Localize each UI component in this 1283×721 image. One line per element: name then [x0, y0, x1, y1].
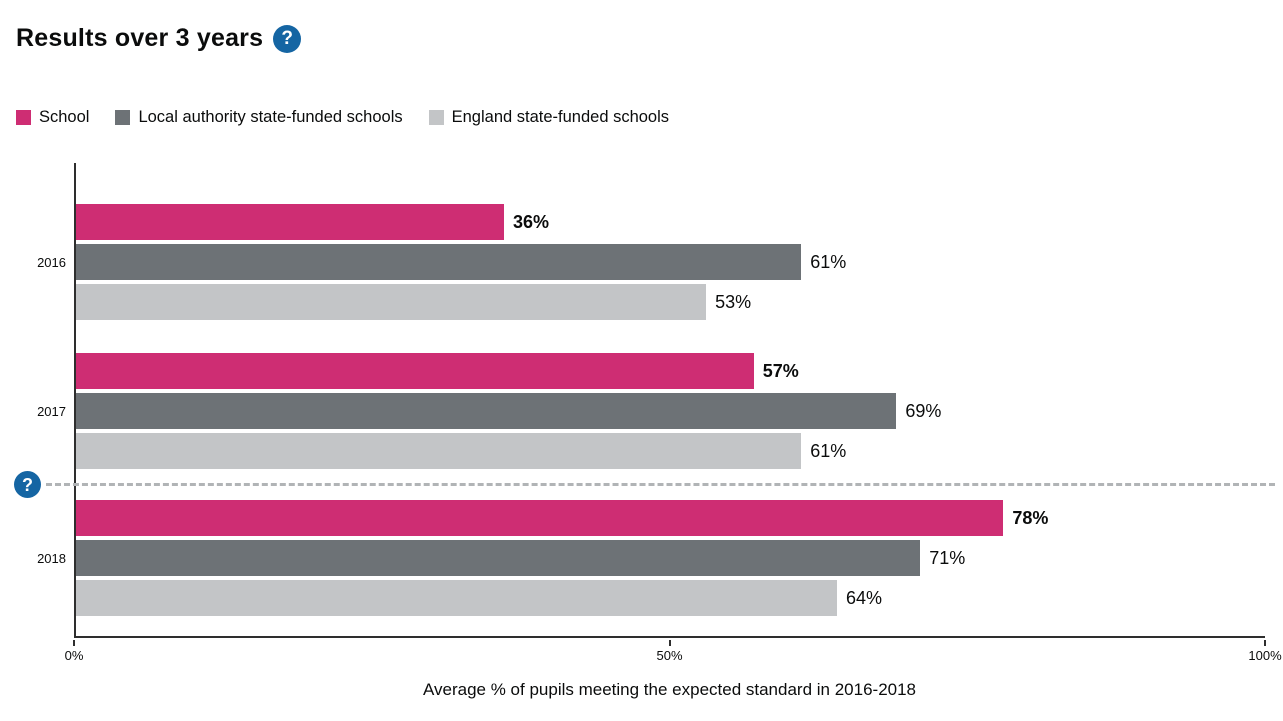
category-label-2018: 2018 [37, 551, 66, 566]
legend-label: England state-funded schools [451, 108, 670, 126]
bar-row: 71% [76, 540, 1265, 576]
bar-value-label: 61% [810, 441, 847, 461]
bar-school-2017[interactable] [76, 353, 754, 389]
bar-value-label: 36% [513, 212, 550, 232]
bar-row: 64% [76, 580, 1265, 616]
legend-item-3: England state-funded schools [428, 108, 670, 127]
legend-item-1: School [16, 108, 89, 127]
bar-group-2018: 78% 71% 64% 2018 [37, 500, 1265, 616]
bar-value-label: 64% [845, 588, 882, 608]
bar-value-label: 57% [762, 361, 799, 381]
bar-local-2016[interactable] [76, 244, 802, 280]
bar-england-2018[interactable] [76, 580, 837, 616]
title-row: Results over 3 years ? [16, 24, 302, 53]
bar-local-2017[interactable] [76, 393, 897, 429]
comparison-separator-line [46, 483, 1275, 486]
legend-swatch-icon [16, 110, 31, 125]
bar-row: 61% [76, 244, 1265, 280]
x-tick-0 [73, 640, 75, 646]
legend-label: School [39, 108, 90, 126]
category-label-2016: 2016 [37, 255, 66, 270]
chart-legend: School Local authority state-funded schoo… [16, 108, 669, 127]
page-title: Results over 3 years [16, 24, 264, 52]
bar-value-label: 78% [1012, 508, 1049, 528]
x-tick-label-0: 0% [64, 648, 84, 663]
x-tick-100 [1264, 640, 1266, 646]
x-tick-label-100: 100% [1248, 648, 1282, 663]
bar-school-2018[interactable] [76, 500, 1004, 536]
bar-england-2017[interactable] [76, 433, 802, 469]
legend-swatch-icon [115, 110, 131, 125]
legend-item-2: Local authority state-funded schools [115, 108, 403, 127]
x-axis-label: Average % of pupils meeting the expected… [422, 680, 917, 699]
bar-row: 36% [76, 204, 1265, 240]
bar-row: 57% [76, 353, 1265, 389]
category-label-2017: 2017 [37, 404, 66, 419]
bar-group-2016: 36% 61% 53% 2016 [37, 204, 1265, 320]
bar-chart: ? 36% 61% 53% 2016 57% 69% 61% 2017 78% 71% 64% 201… [0, 160, 1283, 721]
help-icon-title[interactable]: ? [273, 24, 302, 53]
x-tick-label-50: 50% [656, 648, 683, 663]
bar-row: 78% [76, 500, 1265, 536]
bar-local-2018[interactable] [76, 540, 921, 576]
bar-england-2016[interactable] [76, 284, 707, 320]
bar-school-2016[interactable] [76, 204, 505, 240]
bar-row: 61% [76, 433, 1265, 469]
bar-value-label: 53% [715, 292, 752, 312]
help-icon-separator[interactable]: ? [14, 471, 41, 498]
bar-value-label: 71% [929, 548, 966, 568]
x-tick-50 [668, 640, 671, 646]
plot-area: ? 36% 61% 53% 2016 57% 69% 61% 2017 78% 71% 64% 201… [14, 163, 1275, 638]
bar-row: 69% [76, 393, 1265, 429]
bar-value-label: 69% [905, 401, 942, 421]
bar-group-2017: 57% 69% 61% 2017 [37, 353, 1265, 469]
bar-value-label: 61% [810, 252, 847, 272]
legend-label: Local authority state-funded schools [138, 108, 403, 126]
bar-row: 53% [76, 284, 1265, 320]
legend-swatch-icon [428, 110, 444, 125]
